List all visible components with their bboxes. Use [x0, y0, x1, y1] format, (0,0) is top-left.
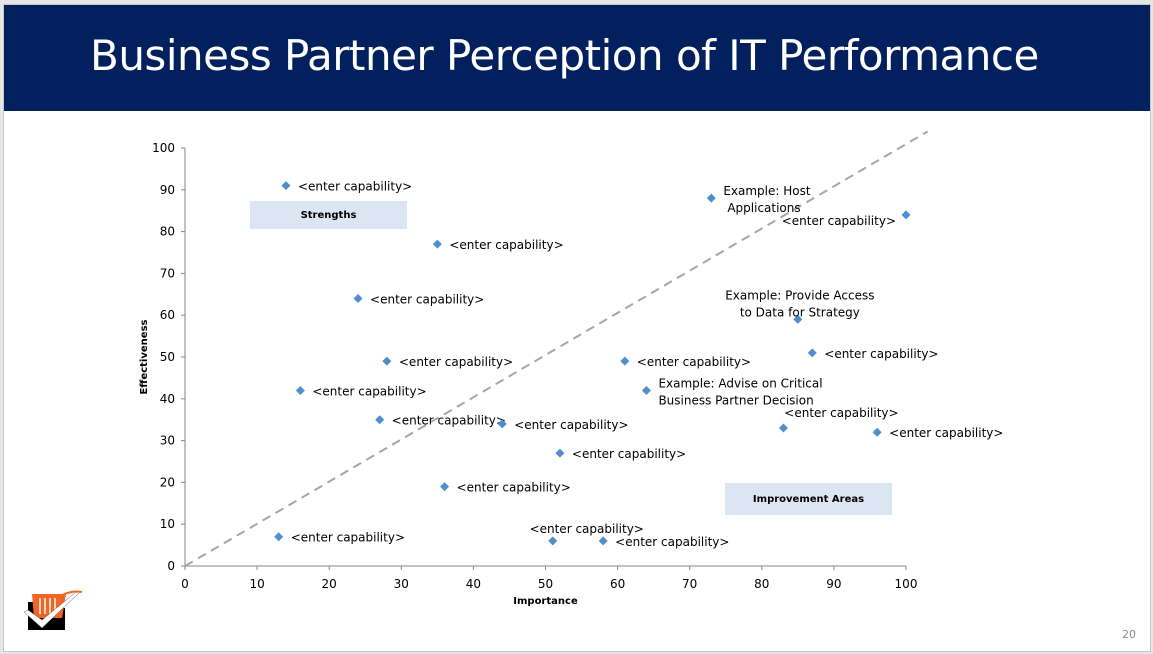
diamond-marker-icon	[872, 427, 882, 437]
data-point: <enter capability>	[382, 355, 513, 369]
y-tick-label: 10	[160, 517, 175, 531]
data-point: <enter capability>	[782, 210, 911, 228]
diamond-marker-icon	[274, 532, 284, 542]
data-points: <enter capability><enter capability><ent…	[274, 180, 1003, 549]
y-tick-label: 50	[160, 350, 175, 364]
point-label: <enter capability>	[637, 355, 751, 369]
x-tick-label: 100	[895, 577, 918, 591]
point-label: Example: Provide Access to Data for Strat…	[725, 288, 874, 319]
point-label: <enter capability>	[392, 414, 506, 428]
data-point: <enter capability>	[598, 535, 729, 549]
data-point: <enter capability>	[274, 531, 405, 545]
data-point: <enter capability>	[497, 418, 629, 432]
x-tick-label: 50	[538, 577, 553, 591]
data-point: <enter capability>	[807, 347, 939, 361]
point-label: <enter capability>	[782, 214, 896, 228]
data-point: <enter capability>	[375, 414, 506, 428]
data-point: <enter capability>	[555, 447, 686, 461]
diamond-marker-icon	[281, 181, 291, 191]
x-tick-label: 60	[610, 577, 625, 591]
x-tick-label: 40	[466, 577, 481, 591]
diamond-marker-icon	[901, 210, 911, 220]
point-label: <enter capability>	[824, 347, 938, 361]
diamond-marker-icon	[598, 536, 608, 546]
x-tick-label: 90	[826, 577, 841, 591]
diagonal-reference-line	[184, 130, 929, 567]
diamond-marker-icon	[353, 293, 363, 303]
data-point: Example: Provide Access to Data for Strat…	[725, 288, 874, 324]
diamond-marker-icon	[440, 482, 450, 492]
slide-title: Business Partner Perception of IT Perfor…	[90, 31, 1039, 80]
diamond-marker-icon	[555, 448, 565, 458]
title-bar: Business Partner Perception of IT Perfor…	[4, 5, 1150, 111]
data-point: <enter capability>	[440, 481, 571, 495]
data-point: <enter capability>	[778, 406, 899, 433]
data-point: <enter capability>	[353, 292, 484, 306]
diamond-marker-icon	[295, 385, 305, 395]
checkmark-logo-icon	[23, 590, 83, 630]
y-tick-label: 60	[160, 308, 175, 322]
y-tick-label: 70	[160, 266, 175, 280]
data-point: <enter capability>	[530, 522, 644, 546]
point-label: <enter capability>	[399, 355, 513, 369]
diamond-marker-icon	[382, 356, 392, 366]
data-point: <enter capability>	[432, 238, 564, 252]
data-point: <enter capability>	[620, 355, 751, 369]
y-tick-label: 40	[160, 392, 175, 406]
diamond-marker-icon	[778, 423, 788, 433]
point-label: Example: Host Applications	[723, 184, 811, 215]
data-point: <enter capability>	[281, 180, 412, 194]
diamond-marker-icon	[706, 193, 716, 203]
diamond-marker-icon	[620, 356, 630, 366]
point-label: <enter capability>	[457, 481, 571, 495]
x-axis-title: Importance	[513, 596, 578, 607]
x-tick-label: 0	[181, 577, 189, 591]
point-label: <enter capability>	[514, 418, 628, 432]
point-label: <enter capability>	[298, 180, 412, 194]
point-label: <enter capability>	[572, 447, 686, 461]
point-label: <enter capability>	[615, 535, 729, 549]
point-label: <enter capability>	[291, 531, 405, 545]
point-label: <enter capability>	[784, 406, 898, 420]
data-point: <enter capability>	[295, 384, 427, 398]
point-label: <enter capability>	[449, 238, 563, 252]
strengths-label-box: Strengths	[250, 201, 407, 229]
point-label: <enter capability>	[530, 522, 644, 536]
page-number: 20	[1122, 628, 1136, 641]
x-tick-label: 80	[754, 577, 769, 591]
data-point: <enter capability>	[872, 426, 1003, 440]
slide: Business Partner Perception of IT Perfor…	[3, 4, 1151, 652]
data-point: Example: Advise on Critical Business Part…	[641, 376, 823, 407]
x-tick-label: 30	[394, 577, 409, 591]
improvement-areas-label-box: Improvement Areas	[725, 483, 892, 515]
chart-axes: 0 10 20 30 40 50 60 70 80 90 100 0 10 20 30 40 50 60 70 80 9…	[152, 141, 917, 591]
diamond-marker-icon	[497, 419, 507, 429]
x-tick-label: 20	[322, 577, 337, 591]
point-label: Example: Advise on Critical Business Part…	[658, 376, 822, 407]
y-tick-label: 20	[160, 475, 175, 489]
y-axis-title: Effectiveness	[139, 319, 150, 394]
x-tick-label: 10	[249, 577, 264, 591]
diamond-marker-icon	[641, 385, 651, 395]
y-tick-label: 0	[167, 559, 175, 573]
diamond-marker-icon	[793, 314, 803, 324]
diamond-marker-icon	[432, 239, 442, 249]
x-tick-label: 70	[682, 577, 697, 591]
point-label: <enter capability>	[889, 426, 1003, 440]
diamond-marker-icon	[807, 348, 817, 358]
point-label: <enter capability>	[370, 292, 484, 306]
data-point: Example: Host Applications	[706, 184, 811, 215]
scatter-chart: 0 10 20 30 40 50 60 70 80 90 100 0 10 20 30 40 50 60 70 80 9…	[139, 130, 1003, 607]
y-tick-label: 80	[160, 225, 175, 239]
y-tick-label: 100	[152, 141, 175, 155]
company-logo	[22, 588, 84, 637]
point-label: <enter capability>	[312, 384, 426, 398]
y-tick-label: 90	[160, 183, 175, 197]
diamond-marker-icon	[375, 415, 385, 425]
diamond-marker-icon	[548, 536, 558, 546]
y-tick-label: 30	[160, 434, 175, 448]
